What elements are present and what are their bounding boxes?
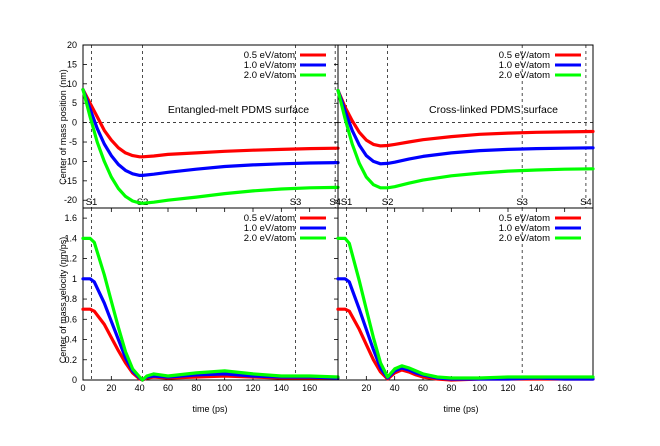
x-tick-label: 140	[529, 383, 544, 393]
panels: S1 S2 S3 S420151050-5-10-15-20Entangled-mel…	[64, 40, 595, 393]
x-tick-label: 20	[361, 383, 371, 393]
x-tick-label: 40	[135, 383, 145, 393]
stage-label: S4	[580, 197, 592, 208]
y-tick-label: 20	[67, 40, 77, 50]
stage-label: S1	[86, 197, 98, 208]
series-3-line	[81, 87, 340, 205]
y-tick-label: 1	[72, 274, 77, 284]
x-tick-label: 80	[191, 383, 201, 393]
x-tick-label: 100	[217, 383, 232, 393]
stage-label: S1	[341, 197, 353, 208]
x-tick-label: 160	[302, 383, 317, 393]
legend-label: 0.5 eV/atom	[244, 213, 295, 224]
panel-annotation: Entangled-melt PDMS surface	[168, 104, 309, 116]
series-2-line	[81, 277, 340, 382]
y-tick-label: 0	[72, 118, 77, 128]
panel-3: 0 0.2 0.4 0.6 0.8 1 1.2 1.4 1.6 0 20 40 60 80 100 120 14…	[64, 207, 340, 393]
series-1-line	[336, 88, 595, 148]
panel-2: S1 S2 S3 S4 Cross-linked PDMS surface 0.5 eV/…	[336, 44, 595, 209]
y-tick-label: -10	[64, 156, 77, 166]
panel-1: S1 S2 S3 S420151050-5-10-15-20Entangled-mel…	[64, 40, 341, 209]
stage-label: S3	[290, 197, 302, 208]
legend-label: 1.0 eV/atom	[244, 60, 295, 71]
x-tick-label: 20	[106, 383, 116, 393]
y-tick-label: 0.4	[64, 335, 77, 345]
legend-label: 0.5 eV/atom	[499, 50, 550, 61]
series-2-line	[336, 88, 595, 166]
legend-label: 1.0 eV/atom	[244, 223, 295, 234]
y-tick-label: -15	[64, 176, 77, 186]
x-tick-label: 0	[80, 383, 85, 393]
y-tick-label: 1.4	[64, 233, 77, 243]
panel-annotation: Cross-linked PDMS surface	[429, 104, 558, 116]
legend-label: 2.0 eV/atom	[499, 233, 550, 244]
y-tick-label: -5	[69, 137, 77, 147]
x-tick-label: 120	[500, 383, 515, 393]
panel-frame	[82, 44, 339, 209]
x-tick-label: 40	[390, 383, 400, 393]
left-xlabel: time (ps)	[192, 404, 227, 414]
y-tick-label: -20	[64, 195, 77, 205]
y-tick-label: 0.2	[64, 355, 77, 365]
y-tick-label: 1.6	[64, 213, 77, 223]
legend-label: 0.5 eV/atom	[499, 213, 550, 224]
x-tick-label: 60	[418, 383, 428, 393]
series-3-line	[336, 88, 595, 190]
velocity-ylabel: Center of mass velocity (nm/ps)	[58, 237, 68, 364]
x-tick-label: 120	[245, 383, 260, 393]
y-tick-label: 10	[67, 79, 77, 89]
legend-label: 1.0 eV/atom	[499, 223, 550, 234]
stage-label: S2	[382, 197, 394, 208]
legend-label: 2.0 eV/atom	[499, 70, 550, 81]
series-3-line	[81, 236, 340, 382]
stage-label: S4	[329, 197, 341, 208]
y-tick-label: 0	[72, 375, 77, 385]
x-tick-label: 140	[274, 383, 289, 393]
series-2-line	[81, 87, 340, 177]
x-tick-label: 60	[163, 383, 173, 393]
y-tick-label: 15	[67, 59, 77, 69]
series-1-line	[81, 87, 340, 159]
panel-frame	[337, 44, 594, 209]
x-tick-label: 100	[472, 383, 487, 393]
legend-label: 1.0 eV/atom	[499, 60, 550, 71]
x-tick-label: 80	[446, 383, 456, 393]
position-ylabel: Center of mass position (nm)	[58, 69, 68, 185]
y-tick-label: 1.2	[64, 254, 77, 264]
legend-label: 2.0 eV/atom	[244, 70, 295, 81]
y-tick-label: 0.8	[64, 294, 77, 304]
series-2-line	[336, 277, 595, 381]
legend-label: 2.0 eV/atom	[244, 233, 295, 244]
legend-label: 0.5 eV/atom	[244, 50, 295, 61]
y-tick-label: 0.6	[64, 314, 77, 324]
right-xlabel: time (ps)	[443, 404, 478, 414]
x-tick-label: 160	[557, 383, 572, 393]
series-3-line	[336, 236, 595, 380]
y-tick-label: 5	[72, 98, 77, 108]
stage-label: S3	[516, 197, 528, 208]
